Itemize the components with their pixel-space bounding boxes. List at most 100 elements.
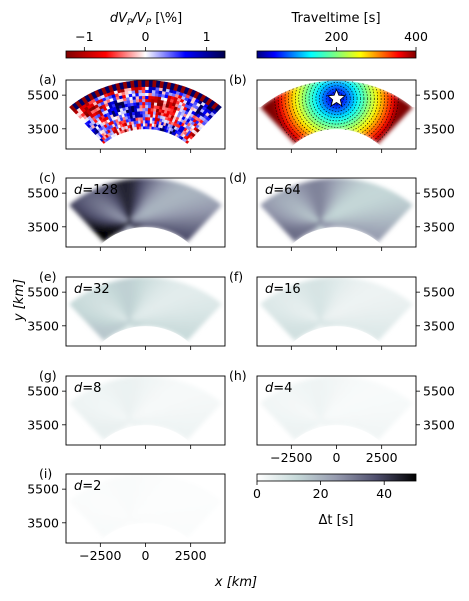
panel-c-cell	[142, 214, 146, 220]
panel-d-cell	[329, 206, 334, 212]
panel-d-cell	[324, 194, 330, 200]
panel-d-cell	[340, 178, 347, 184]
panel-f-cell	[336, 297, 341, 303]
panel-g-inner-mask	[66, 425, 225, 445]
panel-h-cell	[336, 404, 341, 410]
panel-h-cell	[332, 400, 337, 406]
panel-i-cell	[142, 510, 146, 516]
panel-g-cell	[141, 404, 146, 410]
panel-h-cell	[336, 408, 341, 414]
panel-e-cell	[145, 309, 150, 315]
colorbar-dvp: dVP/VP [\%] −1 0 1	[65, 11, 226, 59]
x-tick-label: −2500	[270, 450, 312, 465]
panel-g-cell	[131, 380, 138, 386]
panel-g-cell	[141, 388, 146, 394]
panel-i-cell	[141, 502, 146, 508]
panel-a-cell	[145, 89, 150, 94]
panel-e-cell	[145, 313, 149, 319]
panel-e-cell	[138, 301, 143, 307]
panel-b-cell	[332, 112, 337, 118]
panel-f-cell	[329, 305, 334, 311]
panel-h-cell	[329, 400, 334, 406]
panel-g-cell	[145, 404, 150, 410]
panel-a-cell	[145, 86, 150, 90]
panel-d-cell	[333, 222, 337, 228]
panel-f-cell	[323, 289, 330, 295]
panel-h-cell	[340, 388, 345, 394]
panel-a-cell	[142, 113, 146, 118]
panel-f-cell	[330, 313, 334, 319]
panel-e-cell	[145, 305, 150, 311]
panel-d-cell	[331, 182, 337, 187]
colorbar-dt-title: Δt [s]	[318, 513, 353, 528]
panel-d: 3500 5500 (d) d=64	[229, 170, 455, 251]
panel-g-cell	[141, 400, 146, 406]
panel-g-cell	[140, 384, 146, 390]
panel-h-cell	[331, 384, 337, 390]
y-tick-label: 3500	[423, 121, 455, 136]
panel-d-cell	[336, 190, 341, 196]
traveltime-contour	[274, 80, 399, 149]
panel-i-cell	[136, 482, 142, 488]
y-tick-label: 3500	[27, 219, 59, 234]
panel-g-cell	[138, 404, 143, 410]
panel-g-cell	[126, 376, 133, 383]
panel-i-cell	[141, 506, 146, 512]
panel-i-d-label: d=2	[74, 479, 101, 494]
panel-f-cell	[323, 285, 329, 291]
panel-f-cell	[336, 305, 341, 311]
panel-f-d-label: d=16	[265, 282, 301, 297]
panel-h-cell	[329, 408, 334, 414]
panel-a-cell	[145, 110, 149, 115]
panel-a-cell	[145, 104, 149, 109]
panel-d-cell	[322, 178, 328, 184]
panel-f-cell	[331, 285, 337, 291]
panel-f-cell	[340, 281, 346, 287]
colorbar-dt-gradient	[256, 473, 417, 482]
panel-i-cell	[138, 498, 143, 504]
panel-e-cell	[138, 309, 143, 315]
panel-b-outer-mask	[257, 80, 416, 108]
panel-c-cell	[145, 178, 151, 183]
panel-g-cell	[142, 416, 146, 422]
panel-d-cell	[340, 190, 345, 196]
panel-d-cell	[328, 190, 333, 196]
panel-h-cell	[332, 404, 337, 410]
panel-a-cell	[142, 119, 146, 124]
panel-i-cell	[145, 478, 151, 483]
panel-i-cell	[141, 494, 146, 500]
panel-a: 3500 5500(a)	[27, 72, 226, 153]
source-star-icon	[326, 88, 347, 107]
panel-d-cell	[332, 206, 337, 212]
panel-a-letter: (a)	[39, 72, 56, 87]
panel-c-cell	[133, 198, 139, 204]
traveltime-contour	[305, 80, 368, 128]
panel-e-cell	[137, 293, 143, 299]
panel-i-cell	[131, 474, 137, 480]
panel-g-cell	[131, 376, 137, 382]
panel-e-cell	[131, 281, 138, 287]
panel-e-cell	[142, 313, 146, 319]
panel-a-cell	[148, 83, 154, 88]
panel-a-cell	[141, 89, 146, 94]
panel-e-cell	[145, 289, 150, 295]
panel-f-cell	[340, 285, 346, 291]
panel-d-cell	[324, 198, 330, 204]
panel-i-cell	[142, 518, 146, 524]
colorbar-dvp-tick-label: 1	[203, 29, 211, 44]
panel-g-cell	[138, 408, 143, 414]
panel-i-cell	[154, 474, 160, 480]
panel-g-d-label: d=8	[74, 381, 101, 396]
panel-c-cell	[137, 194, 143, 200]
panel-d-cell	[323, 190, 330, 196]
panel-e-image	[66, 277, 225, 346]
panel-d-cell	[332, 198, 337, 204]
panel-f-cell	[336, 281, 342, 286]
panel-d-cell	[333, 214, 337, 220]
panel-g-cell	[149, 388, 154, 394]
panel-e-cell	[145, 297, 150, 303]
panel-e-cell	[141, 301, 146, 307]
panel-b-letter: (b)	[229, 72, 247, 87]
panel-d-letter: (d)	[229, 170, 247, 185]
panel-f-cell	[333, 313, 337, 319]
